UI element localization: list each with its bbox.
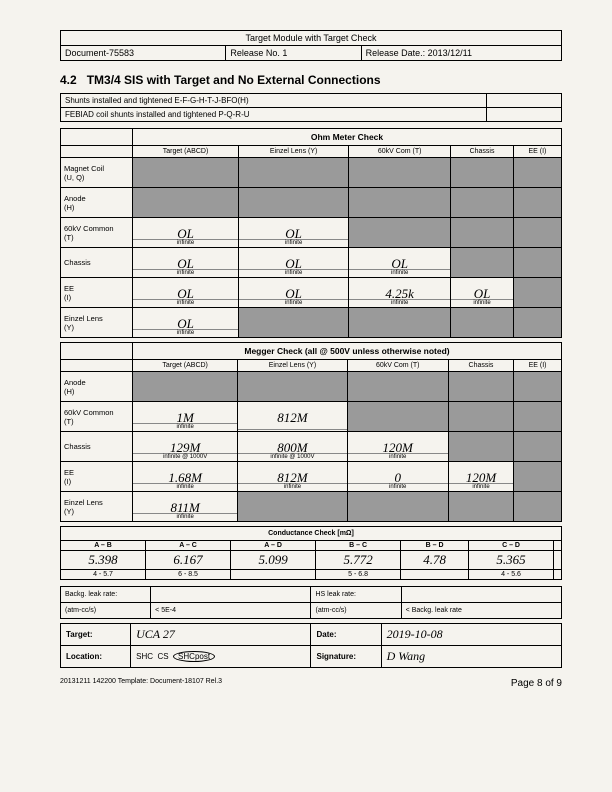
footer: 20131211 142200 Template: Document-18107… — [60, 678, 562, 689]
measurement-cell: 812M — [238, 402, 347, 432]
row-label: Magnet Coil(U, Q) — [61, 158, 133, 188]
section-name: TM3/4 SIS with Target and No External Co… — [87, 73, 381, 87]
ohm-grid: Ohm Meter CheckTarget (ABCD)Einzel Lens … — [60, 128, 562, 338]
measurement-cell: OLinfinite — [239, 218, 349, 248]
footer-template: 20131211 142200 Template: Document-18107… — [60, 678, 222, 689]
measurement-cell: OLinfinite — [239, 248, 349, 278]
measurement-cell: OLinfinite — [133, 308, 239, 338]
row-label: EE(I) — [61, 462, 133, 492]
bg-unit: (atm-cc/s) — [61, 603, 151, 619]
row-label: EE(I) — [61, 278, 133, 308]
hs-leak-label: HS leak rate: — [311, 587, 401, 603]
header-table: Target Module with Target Check Document… — [60, 30, 562, 61]
measurement-cell: OLinfinite — [133, 248, 239, 278]
section-title: 4.2 TM3/4 SIS with Target and No Externa… — [60, 73, 562, 87]
row-label: Chassis — [61, 432, 133, 462]
location-label: Location: — [61, 646, 131, 668]
measurement-cell: 120Minfinite — [448, 462, 513, 492]
measurement-cell: 800Minfinite @ 1000V — [238, 432, 347, 462]
target-value: UCA 27 — [136, 627, 175, 641]
bg-limit: < 5E-4 — [151, 603, 311, 619]
cond-value: 5.398 — [61, 551, 146, 570]
row-label: Chassis — [61, 248, 133, 278]
conductance-grid: Conductance Check [mΩ] A – BA – CA – DB … — [60, 526, 562, 580]
date-value: 2019-10-08 — [387, 627, 443, 641]
shunts-row1: Shunts installed and tightened E-F-G-H-T… — [61, 94, 487, 108]
measurement-cell: 129Minfinite @ 1000V — [133, 432, 238, 462]
megger-grid: Megger Check (all @ 500V unless otherwis… — [60, 342, 562, 522]
row-label: Einzel Lens(Y) — [61, 308, 133, 338]
cond-value: 5.772 — [316, 551, 401, 570]
cond-title: Conductance Check [mΩ] — [61, 527, 562, 541]
row-label: Anode(H) — [61, 372, 133, 402]
leak-table: Backg. leak rate: HS leak rate: (atm-cc/… — [60, 586, 562, 619]
row-label: Anode(H) — [61, 188, 133, 218]
measurement-cell: 811Minfinite — [133, 492, 238, 522]
target-label: Target: — [61, 624, 131, 646]
signature-value: D Wang — [387, 649, 426, 663]
row-label: Einzel Lens(Y) — [61, 492, 133, 522]
section-num: 4.2 — [60, 73, 77, 87]
cond-value — [554, 551, 562, 570]
date-label: Date: — [311, 624, 381, 646]
cond-value: 5.099 — [231, 551, 316, 570]
release-no: Release No. 1 — [226, 46, 361, 61]
row-label: 60kV Common(T) — [61, 402, 133, 432]
measurement-cell: OLinfinite — [133, 218, 239, 248]
doc-number: Document-75583 — [61, 46, 226, 61]
measurement-cell: OLinfinite — [133, 278, 239, 308]
hs-unit: (atm-cc/s) — [311, 603, 401, 619]
measurement-cell: 120Minfinite — [347, 432, 448, 462]
measurement-cell: 1.68Minfinite — [133, 462, 238, 492]
measurement-cell: 1Minfinite — [133, 402, 238, 432]
release-date: Release Date.: 2013/12/11 — [361, 46, 561, 61]
measurement-cell: OLinfinite — [239, 278, 349, 308]
hs-limit: < Backg. leak rate — [401, 603, 561, 619]
measurement-cell: 0infinite — [347, 462, 448, 492]
header-title: Target Module with Target Check — [61, 31, 562, 46]
cond-value: 6.167 — [146, 551, 231, 570]
cond-value: 5.365 — [469, 551, 554, 570]
bg-leak-label: Backg. leak rate: — [61, 587, 151, 603]
measurement-cell: OLinfinite — [451, 278, 514, 308]
page-number: Page 8 of 9 — [511, 678, 562, 689]
measurement-cell: OLinfinite — [349, 248, 451, 278]
cond-value: 4.78 — [401, 551, 469, 570]
shunts-table: Shunts installed and tightened E-F-G-H-T… — [60, 93, 562, 122]
measurement-cell: 812Minfinite — [238, 462, 347, 492]
location-value: SHC CS SHCpost — [131, 646, 311, 668]
shunts-row2: FEBIAD coil shunts installed and tighten… — [61, 108, 487, 122]
measurement-cell: 4.25kinfinite — [349, 278, 451, 308]
signature-label: Signature: — [311, 646, 381, 668]
signature-table: Target: UCA 27 Date: 2019-10-08 Location… — [60, 623, 562, 668]
row-label: 60kV Common(T) — [61, 218, 133, 248]
